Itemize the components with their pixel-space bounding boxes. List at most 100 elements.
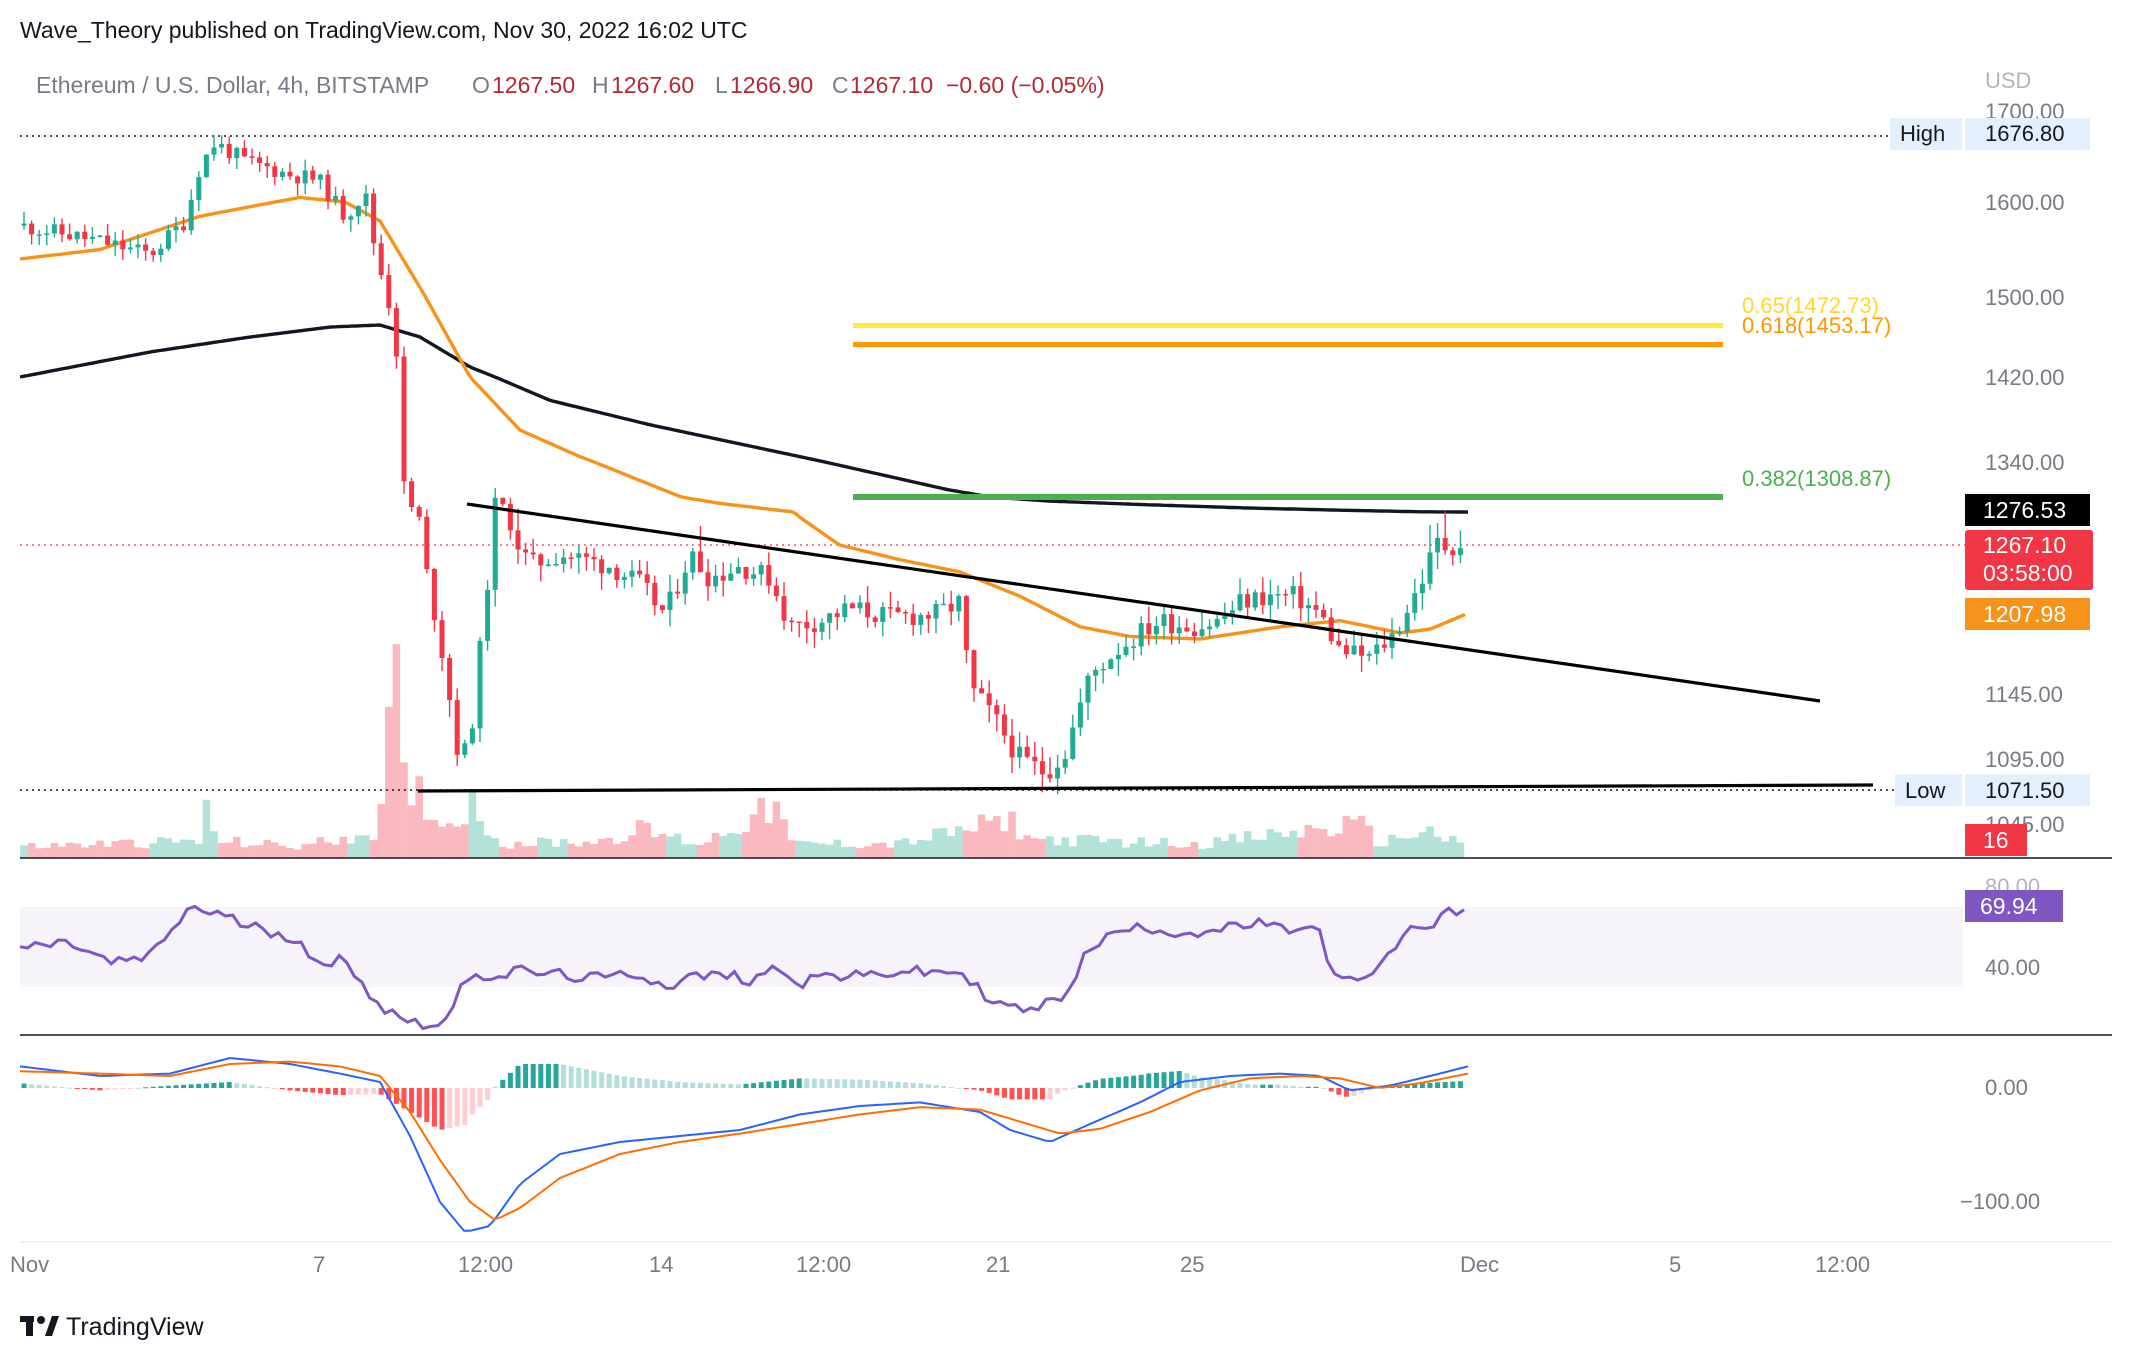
rsi-pane[interactable]: 80.00 40.00 69.94	[19, 874, 2063, 1031]
candle-body	[705, 572, 711, 587]
macd-hist-bar	[583, 1069, 589, 1088]
volume-bar	[1274, 832, 1282, 858]
fib-0382-line[interactable]	[853, 494, 1723, 500]
macd-tick-neg100: −100.00	[1960, 1189, 2040, 1214]
price-axis-ticks: 1700.001600.001500.001420.001340.001145.…	[1985, 99, 2065, 837]
ma200-value-tag	[1965, 494, 2090, 526]
fib-0618-line[interactable]	[853, 342, 1723, 347]
volume-bar	[316, 837, 325, 858]
price-tick-label: 1095.00	[1985, 747, 2065, 772]
candle-body	[1427, 552, 1433, 584]
volume-bar	[195, 843, 203, 858]
volume-bar	[126, 839, 135, 858]
volume-bar	[780, 819, 788, 858]
candle-body	[1062, 758, 1068, 768]
volume-bar	[529, 845, 537, 858]
volume-bar	[81, 847, 89, 858]
volume-bar	[1145, 846, 1153, 858]
volume-bar	[1236, 842, 1244, 858]
volume-bar	[901, 838, 910, 858]
macd-hist-bar	[1024, 1088, 1030, 1100]
volume-bar	[483, 835, 492, 858]
macd-hist-bar	[659, 1080, 665, 1088]
high-marker: High 1676.80	[1890, 118, 2090, 150]
volume-bar	[719, 835, 727, 858]
volume-bar	[392, 644, 401, 858]
macd-hist-bar	[454, 1088, 460, 1127]
candlestick-series	[21, 135, 1463, 795]
publisher-line: Wave_Theory published on TradingView.com…	[20, 17, 747, 43]
price-pane[interactable]: 1700.001600.001500.001420.001340.001145.…	[19, 68, 2065, 858]
candle-body	[1199, 629, 1205, 637]
macd-hist-bar	[1001, 1088, 1007, 1098]
macd-hist-bar	[781, 1080, 787, 1088]
macd-hist-bar	[963, 1088, 969, 1089]
volume-bar	[977, 814, 986, 858]
macd-hist-bar	[36, 1084, 42, 1088]
volume-bar	[575, 846, 583, 858]
high-marker-value: 1676.80	[1985, 121, 2065, 146]
candle-body	[325, 174, 331, 201]
macd-hist-bar	[112, 1088, 118, 1090]
candle-body	[1093, 669, 1099, 676]
macd-hist-bar	[827, 1078, 833, 1088]
candle-body	[226, 143, 232, 159]
candle-body	[735, 567, 741, 574]
volume-bar	[1221, 840, 1229, 858]
brand-name: TradingView	[66, 1313, 205, 1341]
macd-hist-bar	[1047, 1088, 1053, 1100]
candle-body	[1381, 644, 1387, 648]
macd-hist-bar	[1009, 1088, 1015, 1100]
volume-bar	[73, 843, 81, 858]
volume-bar	[1426, 826, 1434, 858]
candle-body	[416, 507, 422, 517]
candle-body	[67, 234, 73, 240]
candle-body	[1419, 583, 1425, 594]
candle-body	[1222, 616, 1228, 619]
candle-body	[614, 567, 620, 581]
macd-hist-bar	[614, 1075, 620, 1088]
candle-body	[1123, 646, 1129, 655]
volume-bar	[20, 845, 28, 858]
candle-body	[310, 170, 316, 180]
volume-bar	[1228, 833, 1237, 858]
volume-bar	[362, 835, 370, 858]
volume-bar	[1327, 836, 1335, 858]
time-axis[interactable]: Nov 7 12:00 14 12:00 21 25 Dec 5 12:00	[10, 1241, 2112, 1277]
macd-hist-bar	[409, 1088, 415, 1113]
candle-body	[713, 575, 719, 587]
volume-bar	[88, 845, 97, 858]
macd-hist-bar	[1404, 1084, 1410, 1088]
macd-hist-bar	[751, 1083, 757, 1088]
candle-body	[1229, 610, 1235, 617]
macd-hist-bar	[1298, 1086, 1304, 1088]
candle-body	[1397, 631, 1403, 634]
volume-bar	[818, 843, 826, 858]
volume-bar	[445, 823, 454, 858]
volume-bar	[1456, 842, 1465, 858]
volume-bar	[164, 838, 173, 858]
support-trendline[interactable]	[417, 783, 1874, 793]
candle-body	[1305, 605, 1311, 609]
candle-body	[941, 603, 947, 606]
macd-hist-bar	[165, 1085, 171, 1088]
candle-body	[1047, 774, 1053, 779]
macd-hist-bar	[378, 1088, 384, 1095]
time-tick-1200-a: 12:00	[458, 1252, 513, 1277]
volume-bar	[423, 819, 431, 858]
tradingview-logo[interactable]: TradingView	[20, 1313, 205, 1341]
macd-hist-bar	[819, 1078, 825, 1088]
candle-body	[849, 603, 855, 609]
descending-trendline[interactable]	[466, 502, 1821, 703]
macd-hist-bar	[1108, 1077, 1114, 1088]
macd-pane[interactable]: 0.00 −100.00	[19, 1056, 2040, 1232]
macd-hist-bar	[1146, 1073, 1152, 1088]
close-label: C	[832, 72, 849, 98]
fib-065-line[interactable]	[853, 323, 1723, 328]
macd-hist-bar	[188, 1084, 194, 1088]
candle-body	[865, 602, 871, 618]
candle-body	[583, 553, 589, 557]
volume-bar	[1000, 831, 1009, 858]
candle-body	[1191, 631, 1197, 637]
